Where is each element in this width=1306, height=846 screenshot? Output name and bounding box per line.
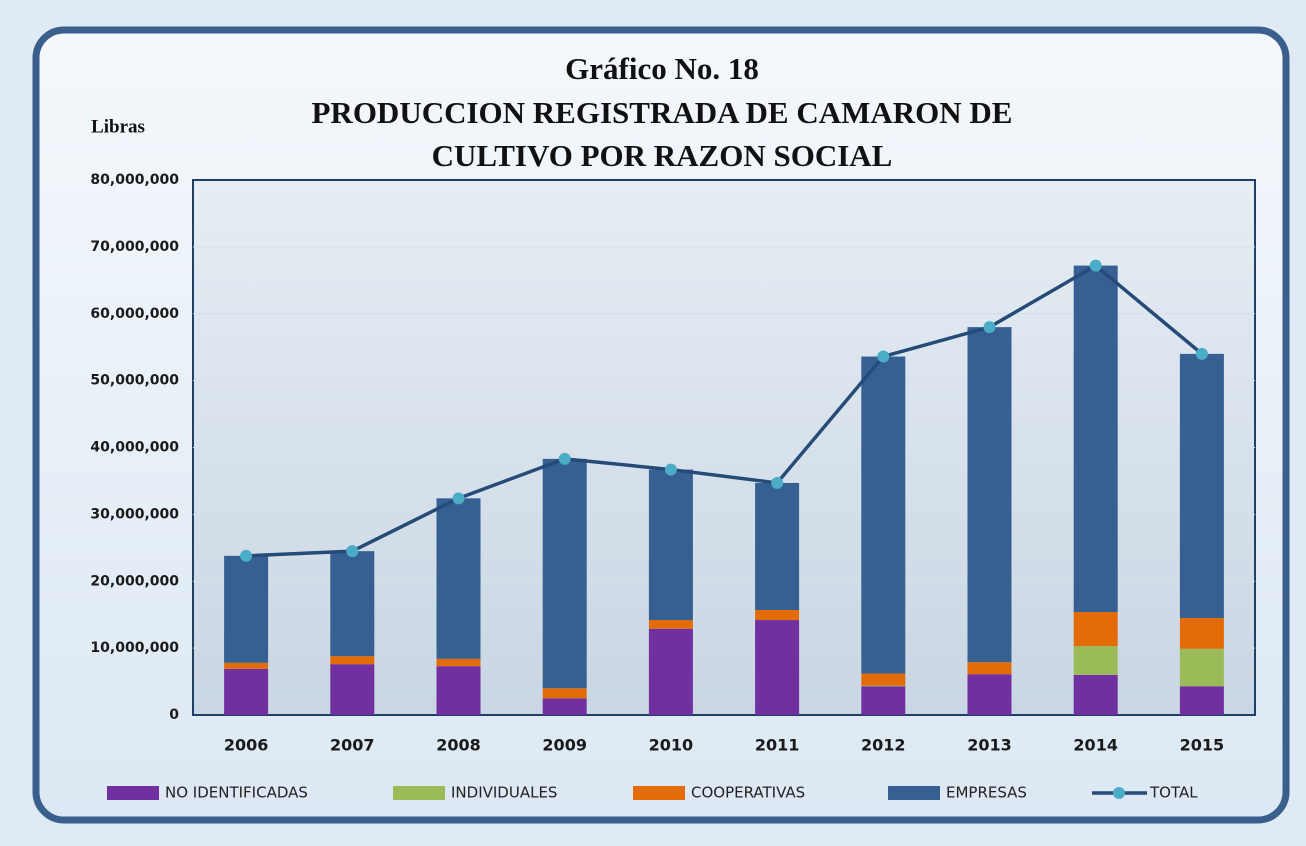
- x-tick-label: 2013: [967, 736, 1012, 755]
- y-tick-label: 20,000,000: [90, 573, 179, 589]
- bar-segment: [1179, 618, 1224, 649]
- x-tick-label: 2011: [755, 736, 800, 755]
- total-marker: [664, 463, 677, 476]
- y-tick-label: 50,000,000: [90, 373, 179, 389]
- x-tick-label: 2014: [1073, 736, 1118, 755]
- bar-segment: [436, 666, 481, 715]
- x-tick-label: 2006: [224, 736, 269, 755]
- total-marker: [1195, 347, 1208, 360]
- x-tick-label: 2015: [1180, 736, 1225, 755]
- y-tick-label: 70,000,000: [90, 239, 179, 255]
- total-marker: [240, 549, 253, 562]
- y-tick-label: 80,000,000: [90, 172, 179, 188]
- total-marker: [558, 452, 571, 465]
- legend-swatch: [888, 786, 940, 800]
- legend-swatch: [393, 786, 445, 800]
- bar-segment: [1179, 353, 1224, 619]
- x-tick-label: 2008: [436, 736, 481, 755]
- bar-segment: [436, 658, 481, 667]
- bar-segment: [861, 686, 906, 715]
- legend-label: EMPRESAS: [946, 784, 1027, 802]
- bar-segment: [967, 662, 1012, 675]
- bar-segment: [436, 498, 481, 659]
- bar-segment: [224, 555, 269, 663]
- x-tick-label: 2010: [649, 736, 694, 755]
- y-tick-label: 30,000,000: [90, 506, 179, 522]
- bar-segment: [755, 620, 800, 715]
- y-tick-label: 0: [169, 707, 179, 723]
- bar-segment: [542, 458, 587, 689]
- y-tick-label: 60,000,000: [90, 306, 179, 322]
- bar-segment: [967, 327, 1012, 663]
- bar-segment: [861, 673, 906, 686]
- bar-segment: [1073, 265, 1118, 613]
- bar-segment: [648, 469, 693, 621]
- bar-segment: [542, 698, 587, 715]
- total-marker: [452, 492, 465, 505]
- y-tick-label: 40,000,000: [90, 440, 179, 456]
- bar-segment: [1179, 648, 1224, 687]
- bar-segment: [224, 662, 269, 669]
- y-axis-label: Libras: [91, 116, 145, 137]
- legend-label: COOPERATIVAS: [691, 784, 805, 802]
- bar-segment: [542, 688, 587, 699]
- chart-subtitle: PRODUCCION REGISTRADA DE CAMARON DE: [312, 95, 1013, 130]
- total-marker: [983, 321, 996, 334]
- bar-segment: [330, 551, 375, 657]
- chart-title: Gráfico No. 18: [565, 51, 759, 86]
- bar-segment: [1073, 612, 1118, 647]
- bar-segment: [1179, 686, 1224, 715]
- x-tick-label: 2012: [861, 736, 906, 755]
- legend-label: TOTAL: [1149, 784, 1198, 802]
- bar-segment: [1073, 646, 1118, 675]
- bar-segment: [330, 664, 375, 715]
- x-tick-label: 2007: [330, 736, 375, 755]
- y-tick-label: 10,000,000: [90, 640, 179, 656]
- total-marker: [1089, 259, 1102, 272]
- legend-marker: [1113, 787, 1125, 799]
- legend-label: INDIVIDUALES: [451, 784, 557, 802]
- bar-segment: [224, 668, 269, 715]
- x-tick-label: 2009: [542, 736, 587, 755]
- bar-segment: [648, 620, 693, 629]
- total-marker: [877, 350, 890, 363]
- bar-segment: [755, 482, 800, 611]
- legend-swatch: [633, 786, 685, 800]
- total-marker: [346, 545, 359, 558]
- legend-label: NO IDENTIFICADAS: [165, 784, 308, 802]
- chart-subtitle: CULTIVO POR RAZON SOCIAL: [432, 138, 893, 173]
- bar-segment: [1073, 674, 1118, 715]
- bar-segment: [648, 628, 693, 715]
- bar-segment: [755, 610, 800, 621]
- bar-segment: [861, 356, 906, 674]
- bar-segment: [330, 656, 375, 665]
- total-line: [246, 263, 1204, 558]
- legend-swatch: [107, 786, 159, 800]
- bar-segment: [861, 685, 906, 687]
- total-marker: [771, 476, 784, 489]
- bar-segment: [967, 674, 1012, 715]
